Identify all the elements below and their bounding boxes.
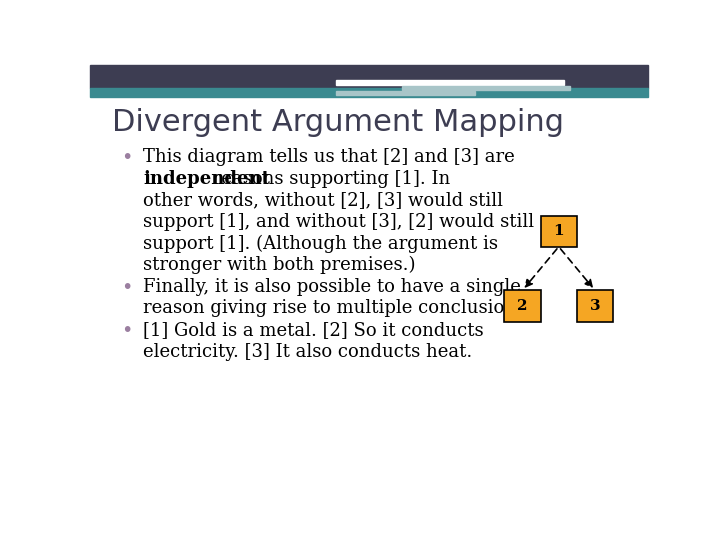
Text: •: • [121, 278, 132, 296]
Text: support [1]. (Although the argument is: support [1]. (Although the argument is [143, 234, 498, 253]
FancyBboxPatch shape [504, 291, 541, 321]
Text: [1] Gold is a metal. [2] So it conducts: [1] Gold is a metal. [2] So it conducts [143, 321, 484, 339]
Text: Divergent Argument Mapping: Divergent Argument Mapping [112, 107, 564, 137]
Text: Finally, it is also possible to have a single: Finally, it is also possible to have a s… [143, 278, 521, 296]
Text: 3: 3 [590, 299, 600, 313]
Text: 2: 2 [517, 299, 528, 313]
Bar [336, 80, 564, 85]
Text: stronger with both premises.): stronger with both premises.) [143, 256, 415, 274]
Text: •: • [121, 148, 132, 167]
Bar [90, 88, 648, 97]
Bar [90, 65, 648, 88]
Text: support [1], and without [3], [2] would still: support [1], and without [3], [2] would … [143, 213, 534, 231]
Text: reasons supporting [1]. In: reasons supporting [1]. In [207, 170, 451, 187]
Text: independent: independent [143, 170, 270, 187]
Text: 1: 1 [554, 224, 564, 238]
FancyBboxPatch shape [541, 215, 577, 247]
FancyBboxPatch shape [577, 291, 613, 321]
Text: This diagram tells us that [2] and [3] are: This diagram tells us that [2] and [3] a… [143, 148, 515, 166]
Text: other words, without [2], [3] would still: other words, without [2], [3] would stil… [143, 191, 503, 209]
Bar [402, 86, 570, 90]
Text: •: • [121, 321, 132, 340]
Text: electricity. [3] It also conducts heat.: electricity. [3] It also conducts heat. [143, 342, 472, 361]
Bar [336, 91, 475, 94]
Text: reason giving rise to multiple conclusions :: reason giving rise to multiple conclusio… [143, 299, 537, 318]
